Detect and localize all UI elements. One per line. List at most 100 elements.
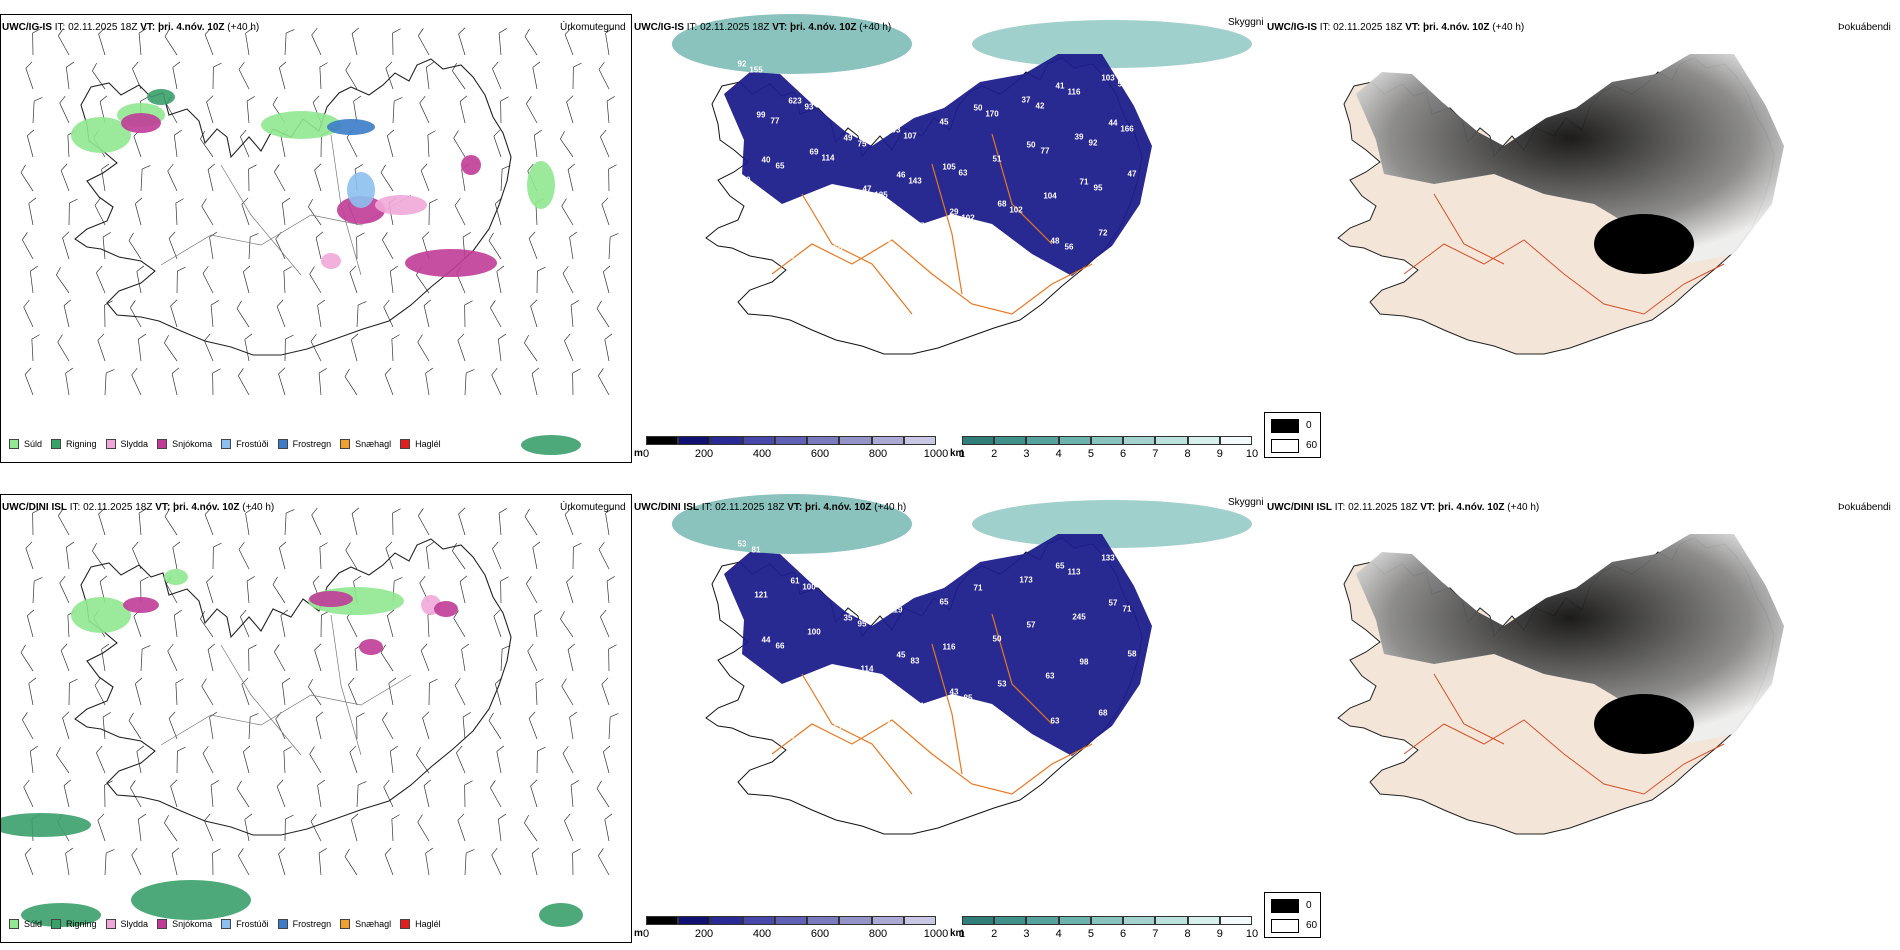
precip-area-sleet xyxy=(375,195,427,215)
wind-barb xyxy=(248,164,257,192)
lead-time: (+40 h) xyxy=(874,502,907,513)
wind-barb xyxy=(604,333,613,362)
wind-barb xyxy=(310,813,322,842)
precip-area-snow xyxy=(121,113,161,133)
colorbar-tick: 7 xyxy=(1152,448,1159,460)
colorbar-segment xyxy=(903,916,936,925)
legend-swatch xyxy=(157,919,168,929)
wind-barb xyxy=(528,711,538,740)
legend-label: Rigning xyxy=(66,919,97,929)
wind-barb xyxy=(136,745,145,774)
cloud-base-label: 245 xyxy=(1072,612,1086,622)
cloud-base-label: 100 xyxy=(807,627,821,637)
wind-barb xyxy=(22,712,34,740)
wind-barb xyxy=(134,197,143,226)
cloud-base-label: 75 xyxy=(857,139,867,149)
wind-barb xyxy=(425,367,434,396)
wind-barb xyxy=(392,97,403,124)
colorbar-segment xyxy=(807,916,840,925)
cloud-base-label: 47 xyxy=(862,184,872,194)
wind-barb xyxy=(492,541,502,570)
wind-barb xyxy=(535,678,544,706)
precip-area-freezing-rain xyxy=(327,119,375,135)
valid-time: þri. 4.nóv. 10Z xyxy=(173,502,240,513)
cloud-base-label: 72 xyxy=(1098,228,1108,238)
fog-header-row2: UWC/DINI ISL IT: 02.11.2025 18Z VT: þri.… xyxy=(1267,502,1539,514)
wind-barb xyxy=(212,368,221,396)
wind-barb xyxy=(201,198,214,226)
wind-barb xyxy=(524,508,538,536)
wind-barb xyxy=(276,779,286,808)
wind-barb xyxy=(319,542,328,570)
cloud-base-label: 44 xyxy=(761,635,771,645)
precip-header-row2: UWC/DINI ISL IT: 02.11.2025 18Z VT: þri.… xyxy=(2,502,274,514)
wind-barb xyxy=(238,848,250,876)
wind-barb xyxy=(102,232,111,260)
cloud-base-label: 136 xyxy=(927,227,941,237)
cloud-base-label: 125 xyxy=(874,190,888,200)
wind-barb xyxy=(564,507,574,536)
wind-barb xyxy=(353,95,362,124)
coastline xyxy=(74,58,512,356)
wind-barb xyxy=(457,333,466,362)
wind-barb xyxy=(240,129,250,158)
wind-barb xyxy=(598,368,610,396)
legend-item: Súld xyxy=(9,439,42,449)
wind-barb xyxy=(490,780,502,808)
wind-barb xyxy=(276,299,286,328)
colorbar-segment xyxy=(678,436,711,445)
cloudvis-map-row1 xyxy=(672,14,1252,355)
cloud-base-label: 81 xyxy=(751,545,761,555)
cloud-base-label: 65 xyxy=(775,161,785,171)
cloudvis-panel-row2 xyxy=(632,494,1264,943)
road-network xyxy=(771,613,1093,795)
colorbar-tick: 1 xyxy=(958,448,966,460)
wind-barb xyxy=(22,232,34,260)
colorbar-segment xyxy=(994,916,1027,925)
wind-barb xyxy=(392,28,401,56)
wind-barb xyxy=(94,677,106,706)
wind-barb xyxy=(596,780,610,808)
cloud-base-label: 61 xyxy=(833,723,843,733)
cloud-base-label: 41 xyxy=(968,258,978,268)
precip-legend-row1: Súld Rigning Slydda Snjókoma Frostúði Frostre… xyxy=(9,439,450,449)
wind-barb xyxy=(314,643,322,672)
wind-barb xyxy=(278,61,287,90)
cloud-base-label: 40 xyxy=(761,155,771,165)
wind-barb xyxy=(171,847,180,876)
wind-barb xyxy=(274,164,286,192)
cloud-base-label: 42 xyxy=(1035,101,1045,111)
precip-area-snow xyxy=(359,639,383,655)
wind-barb xyxy=(524,28,538,56)
wind-barb xyxy=(391,334,400,362)
wind-barb xyxy=(65,847,74,876)
wind-barb xyxy=(101,163,110,192)
wind-barb xyxy=(351,27,360,56)
wind-barb xyxy=(423,779,432,808)
wind-barb xyxy=(164,508,178,536)
wind-barb xyxy=(418,28,430,56)
wind-barb xyxy=(532,61,541,90)
cloud-base-label: 65 xyxy=(939,597,949,607)
wind-barb xyxy=(596,300,610,328)
precip-map-row1 xyxy=(20,27,619,455)
colorbar-tick: 200 xyxy=(694,928,714,940)
precip-map-layer xyxy=(1,507,619,927)
wind-barb xyxy=(207,643,216,672)
wind-barb xyxy=(311,507,322,536)
wind-barb xyxy=(459,95,468,124)
wind-barb xyxy=(350,813,359,842)
wind-barb xyxy=(317,779,326,808)
wind-barb xyxy=(383,299,394,328)
fog-map-layer xyxy=(1337,534,1784,835)
model-name: UWC/DINI ISL xyxy=(634,502,699,513)
wind-barb xyxy=(530,779,538,808)
colorbar-segment xyxy=(646,436,679,445)
wind-barb xyxy=(601,197,610,226)
legend-item: Slydda xyxy=(105,919,148,929)
cloud-base-label: 50 xyxy=(814,672,824,682)
cloud-base-label: 58 xyxy=(1127,649,1137,659)
wind-barb xyxy=(498,508,507,536)
precip-area-rain xyxy=(521,435,581,455)
fog-index-area xyxy=(1356,54,1784,264)
